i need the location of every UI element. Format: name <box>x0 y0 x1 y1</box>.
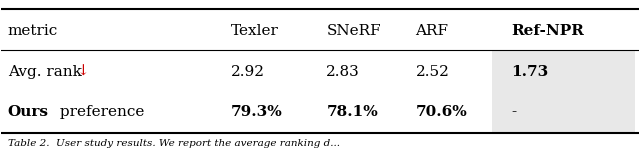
Text: Texler: Texler <box>231 24 278 38</box>
Text: 2.92: 2.92 <box>231 64 265 79</box>
Text: 2.52: 2.52 <box>415 64 449 79</box>
Text: -: - <box>511 105 516 120</box>
Text: Table 2.  User study results. We report the average ranking d...: Table 2. User study results. We report t… <box>8 139 340 148</box>
Text: SNeRF: SNeRF <box>326 24 381 38</box>
Text: Avg. rank: Avg. rank <box>8 64 86 79</box>
Text: 70.6%: 70.6% <box>415 105 467 120</box>
Text: preference: preference <box>55 105 144 120</box>
Text: metric: metric <box>8 24 58 38</box>
Text: 2.83: 2.83 <box>326 64 360 79</box>
Text: Ours: Ours <box>8 105 49 120</box>
Text: ↓: ↓ <box>77 64 90 79</box>
Text: 78.1%: 78.1% <box>326 105 378 120</box>
FancyBboxPatch shape <box>492 50 636 133</box>
Text: ARF: ARF <box>415 24 449 38</box>
Text: Ref-NPR: Ref-NPR <box>511 24 584 38</box>
Text: 1.73: 1.73 <box>511 64 548 79</box>
Text: 79.3%: 79.3% <box>231 105 282 120</box>
